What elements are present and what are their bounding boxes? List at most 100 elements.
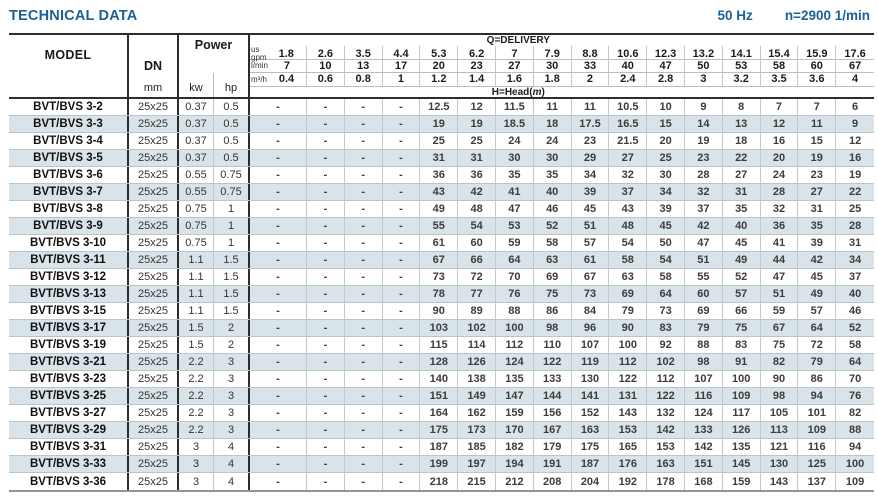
hp-cell: 3 [214,405,250,421]
dn-label: DN [143,59,163,73]
head-value-cell: 24 [761,167,799,183]
lmin-value-cell: 40 [609,59,648,72]
kw-cell: 1.5 [179,337,214,353]
model-cell: BVT/BVS 3-29 [9,422,129,438]
head-value-cell: 32 [609,167,648,183]
usgpm-value-cell: 15.4 [761,46,799,61]
head-value-cell: 13 [723,116,761,132]
head-value-cell: - [345,473,383,490]
unit-row-m3h-first-cell: m³/h 0.4 [250,73,307,86]
head-value-cell: 19 [798,150,837,166]
head-value-cell: 44 [761,252,799,268]
head-value-cell: 28 [761,184,799,200]
head-value-cell: 46 [848,305,862,317]
usgpm-value-cell: 8.8 [572,46,610,61]
head-value-cell: 31 [458,150,496,166]
hp-cell: 0.5 [214,133,250,149]
model-cell: BVT/BVS 3-10 [9,235,129,251]
m3h-value-cell: 1.2 [420,73,459,86]
head-value-cell: - [345,218,383,234]
hp-cell: 1 [214,218,250,234]
head-value-cell: - [250,218,307,234]
head-value-cell: 149 [458,388,496,404]
pump-performance-table: MODEL DN mm Power kw hp Q=DELIVERY [9,33,874,492]
page-title: TECHNICAL DATA [9,8,138,24]
head-value-cell: - [383,184,421,200]
head-value-cell: 98 [685,354,723,370]
head-value-cell: 15 [798,133,837,149]
table-row: BVT/BVS 3-19 25x25 1.5 2 - - - -115 114 112 11… [9,337,874,354]
head-value-cell: - [345,422,383,438]
usgpm-value-cell: 7.9 [534,46,572,61]
head-value-cell: 84 [572,303,610,319]
dn-cell: 25x25 [129,371,179,387]
m3h-value-cell: 1.4 [458,73,496,86]
table-row: BVT/BVS 3-15 25x25 1.1 1.5 - - - -90 89 88 86 8… [9,303,874,320]
head-value-cell: - [307,218,345,234]
head-value-cell: - [383,422,421,438]
model-cell: BVT/BVS 3-4 [9,133,129,149]
head-value-cell: 64 [848,356,862,368]
head-value-cell: 79 [798,354,837,370]
head-value-cell: 12.5 [420,99,459,115]
head-value-cell: 60 [458,235,496,251]
head-value-cell: 58 [647,269,685,285]
head-value-cell: 69 [609,286,648,302]
kw-cell: 3 [179,456,214,472]
head-value-cell: 98 [761,388,799,404]
table-row: BVT/BVS 3-29 25x25 2.2 3 - - - -175 173 170 16… [9,422,874,439]
head-value-cell: 124 [496,354,534,370]
head-value-cell: 39 [798,235,837,251]
head-value-cell: 76 [496,286,534,302]
head-value-cell: 133 [685,422,723,438]
head-value-cell: 79 [609,303,648,319]
dn-cell: 25x25 [129,354,179,370]
head-value-cell: 61 [572,252,610,268]
dn-cell: 25x25 [129,167,179,183]
head-value-cell: - [383,354,421,370]
head-value-cell: - [383,252,421,268]
head-value-cell: 176 [609,456,648,472]
unit-row-lmin: l/min 7 10 13 17 20 23 27 30 33 40 47 50 53 58 60 67 [250,59,874,73]
table-row: BVT/BVS 3-2 25x25 0.37 0.5 - - - -12.5 12 11.… [9,99,874,116]
head-value-cell: 102 [647,354,685,370]
model-cell: BVT/BVS 3-15 [9,303,129,319]
head-value-cell: 39 [647,201,685,217]
dn-cell: 25x25 [129,286,179,302]
head-value-cell: 159 [496,405,534,421]
hp-cell: 0.5 [214,150,250,166]
head-value-cell: 76 [848,390,862,402]
kw-cell: 1.1 [179,303,214,319]
head-value-cell: 42 [458,184,496,200]
kw-cell: 2.2 [179,388,214,404]
head-value-cell: 191 [534,456,572,472]
head-value-cell: 187 [572,456,610,472]
head-value-cell: - [307,286,345,302]
head-value-cell: 163 [647,456,685,472]
kw-cell: 3 [179,473,214,490]
kw-cell: 0.37 [179,150,214,166]
dn-cell: 25x25 [129,473,179,490]
head-value-cell: 19 [848,169,862,181]
dn-cell: 25x25 [129,218,179,234]
head-value-cell: 32 [685,184,723,200]
dn-cell: 25x25 [129,235,179,251]
head-value-cell: 182 [496,439,534,455]
head-value-cell: 125 [798,456,837,472]
head-value-cell: 19 [420,116,459,132]
head-value-cell: 34 [572,167,610,183]
dn-cell: 25x25 [129,150,179,166]
kw-cell: 1.1 [179,269,214,285]
head-value-cell: 67 [572,269,610,285]
head-value-cell: - [250,422,307,438]
lmin-value-cell: 33 [572,59,610,72]
head-value-cell: 25 [458,133,496,149]
head-value-cell: - [250,320,307,336]
head-value-cell: 28 [848,220,862,232]
head-value-cell: - [250,439,307,455]
unit-row-m3h: m³/h 0.4 0.6 0.8 1 1.2 1.4 1.6 1.8 2 2.4 2.8 3 3.2 3… [250,73,874,87]
head-value-cell: 11.5 [496,99,534,115]
dn-cell: 25x25 [129,133,179,149]
model-cell: BVT/BVS 3-3 [9,116,129,132]
head-value-cell: 67 [420,252,459,268]
